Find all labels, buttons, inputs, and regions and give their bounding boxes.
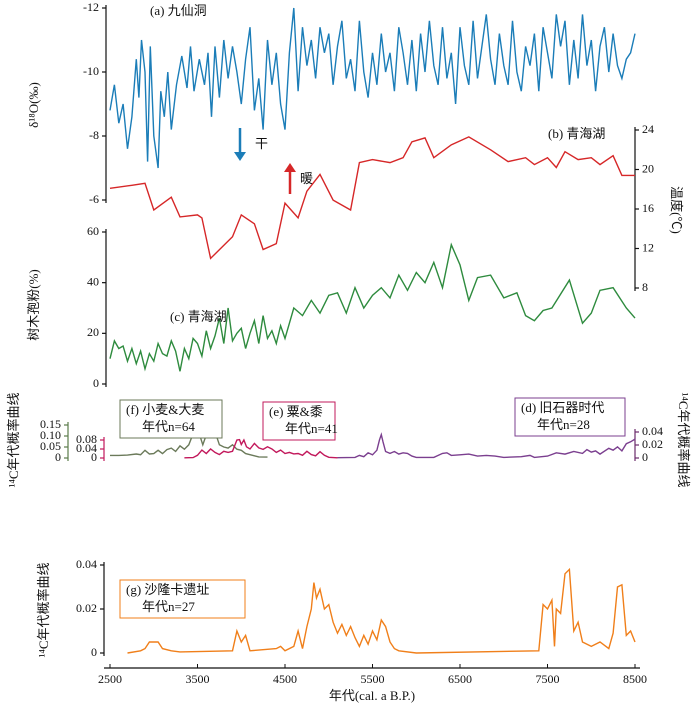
y-tick-label: 0 <box>91 450 97 464</box>
y-tick-label: 12 <box>642 240 654 254</box>
panel-label: 年代n=28 <box>537 417 590 432</box>
y-axis-label: 树木孢粉(%) <box>26 269 41 341</box>
y-tick-label: 8 <box>642 280 648 294</box>
warm-note: 暖 <box>300 171 313 186</box>
y-tick-label: -6 <box>89 192 99 206</box>
y-tick-label: 60 <box>87 224 99 238</box>
dry-arrow-head <box>234 152 246 161</box>
dry-note: 干 <box>255 136 268 151</box>
panel-label: 年代n=27 <box>142 599 195 614</box>
y-tick-label: 0.02 <box>76 601 97 615</box>
x-tick-label: 5500 <box>361 672 385 686</box>
y-tick-label: 0.04 <box>76 557 97 571</box>
panel-label: (e) 粟&黍 <box>269 404 323 419</box>
panel-label: (a) 九仙洞 <box>150 3 207 18</box>
panel-label: 年代n=41 <box>285 421 338 436</box>
annotation-box <box>262 401 336 441</box>
y-tick-label: 0 <box>91 645 97 659</box>
data-line <box>184 438 338 459</box>
y-axis-label: δ¹⁸O(‰) <box>26 82 41 128</box>
y-axis-label: 温度(℃) <box>669 186 684 234</box>
y-tick-label: -12 <box>83 0 99 14</box>
y-tick-label: 0 <box>55 450 61 464</box>
y-tick-label: 24 <box>642 122 654 136</box>
y-tick-label: -8 <box>89 128 99 142</box>
y-tick-label: 16 <box>642 201 654 215</box>
x-tick-label: 3500 <box>186 672 210 686</box>
panel-label: (d) 旧石器时代 <box>521 400 604 415</box>
data-line <box>109 7 636 169</box>
y-tick-label: 0.08 <box>76 432 97 446</box>
x-axis-label: 年代(cal. a B.P.) <box>329 688 415 703</box>
x-tick-label: 2500 <box>98 672 122 686</box>
y-axis-label: ¹⁴C年代概率曲线 <box>36 562 51 657</box>
x-tick-label: 8500 <box>623 672 647 686</box>
panel-label: (b) 青海湖 <box>548 126 605 141</box>
panel-label: (f) 小麦&大麦 <box>126 402 204 417</box>
y-tick-label: 0.04 <box>76 441 97 455</box>
data-line <box>109 242 636 372</box>
warm-arrow-head <box>284 163 296 172</box>
y-tick-label: 0.15 <box>40 417 61 431</box>
annotation-box <box>514 397 626 437</box>
x-tick-label: 7500 <box>536 672 560 686</box>
y-tick-label: 0 <box>642 450 648 464</box>
panel-label: 年代n=64 <box>142 419 195 434</box>
y-tick-label: -10 <box>83 64 99 78</box>
y-tick-label: 20 <box>642 161 654 175</box>
y-tick-label: 0.04 <box>642 424 663 438</box>
y-tick-label: 40 <box>87 274 99 288</box>
panel-label: (g) 沙隆卡遗址 <box>126 582 209 597</box>
y-axis-label: ¹⁴C年代概率曲线 <box>6 392 21 487</box>
y-tick-label: 0.10 <box>40 428 61 442</box>
y-axis-label: ¹⁴C年代概率曲线 <box>676 392 691 487</box>
y-tick-label: 0.05 <box>40 439 61 453</box>
x-tick-label: 6500 <box>448 672 472 686</box>
x-tick-label: 4500 <box>273 672 297 686</box>
y-tick-label: 0.02 <box>642 437 663 451</box>
data-line <box>109 136 635 260</box>
data-line <box>337 432 636 459</box>
panel-label: (c) 青海湖 <box>170 309 227 324</box>
data-line <box>127 567 636 654</box>
annotation-box <box>119 579 246 619</box>
annotation-box <box>119 399 223 439</box>
y-tick-label: 20 <box>87 325 99 339</box>
y-tick-label: 0 <box>93 376 99 390</box>
